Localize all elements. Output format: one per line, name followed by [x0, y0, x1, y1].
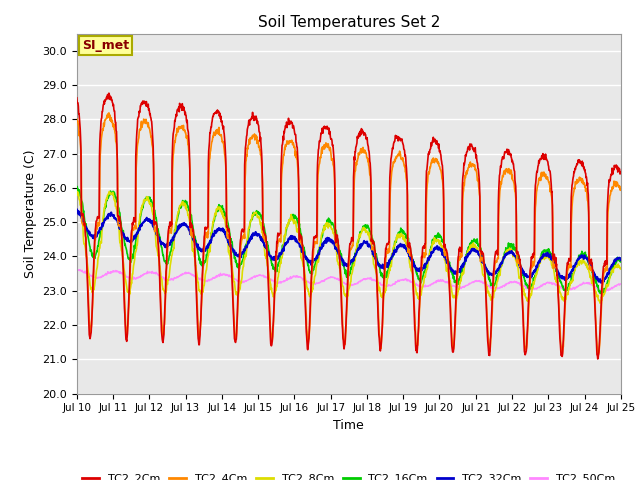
TC2_16Cm	[195, 250, 202, 256]
TC2_2Cm	[553, 261, 561, 267]
TC2_16Cm	[434, 233, 442, 239]
TC2_8Cm	[106, 189, 113, 194]
TC2_8Cm	[553, 278, 561, 284]
TC2_4Cm	[558, 353, 566, 359]
TC2_16Cm	[599, 293, 607, 299]
TC2_2Cm	[505, 147, 513, 153]
TC2_16Cm	[74, 184, 81, 190]
TC2_8Cm	[195, 279, 202, 285]
TC2_32Cm	[194, 241, 202, 247]
X-axis label: Time: Time	[333, 419, 364, 432]
TC2_2Cm	[195, 336, 202, 341]
TC2_8Cm	[434, 238, 442, 243]
TC2_4Cm	[617, 187, 625, 193]
TC2_8Cm	[596, 300, 604, 306]
Line: TC2_16Cm: TC2_16Cm	[77, 187, 621, 296]
TC2_16Cm	[553, 267, 561, 273]
TC2_50Cm	[617, 281, 625, 287]
TC2_50Cm	[195, 276, 202, 282]
TC2_2Cm	[255, 128, 263, 134]
TC2_32Cm	[617, 257, 625, 263]
TC2_4Cm	[505, 167, 513, 172]
TC2_2Cm	[594, 356, 602, 362]
TC2_4Cm	[181, 127, 189, 133]
TC2_50Cm	[181, 270, 189, 276]
TC2_16Cm	[255, 210, 263, 216]
TC2_2Cm	[181, 112, 189, 118]
TC2_32Cm	[180, 222, 188, 228]
TC2_32Cm	[504, 250, 512, 255]
TC2_50Cm	[73, 267, 81, 273]
TC2_32Cm	[552, 266, 560, 272]
Line: TC2_50Cm: TC2_50Cm	[77, 269, 621, 291]
TC2_16Cm	[617, 259, 625, 265]
TC2_4Cm	[434, 160, 442, 166]
TC2_32Cm	[597, 280, 605, 286]
Line: TC2_2Cm: TC2_2Cm	[77, 93, 621, 359]
TC2_50Cm	[602, 288, 609, 294]
TC2_2Cm	[105, 90, 113, 96]
TC2_8Cm	[181, 201, 189, 206]
Line: TC2_32Cm: TC2_32Cm	[77, 210, 621, 283]
TC2_2Cm	[73, 95, 81, 101]
TC2_50Cm	[434, 278, 442, 284]
Title: Soil Temperatures Set 2: Soil Temperatures Set 2	[258, 15, 440, 30]
TC2_32Cm	[255, 231, 262, 237]
TC2_16Cm	[505, 240, 513, 246]
Text: SI_met: SI_met	[83, 39, 129, 52]
TC2_4Cm	[105, 110, 113, 116]
Line: TC2_4Cm: TC2_4Cm	[77, 113, 621, 356]
TC2_16Cm	[181, 200, 189, 206]
TC2_8Cm	[505, 248, 513, 254]
TC2_4Cm	[553, 266, 561, 272]
TC2_8Cm	[73, 189, 81, 194]
TC2_32Cm	[433, 243, 441, 249]
TC2_2Cm	[617, 169, 625, 175]
TC2_50Cm	[505, 280, 513, 286]
TC2_50Cm	[74, 266, 81, 272]
TC2_4Cm	[73, 116, 81, 122]
TC2_8Cm	[617, 265, 625, 271]
TC2_16Cm	[73, 184, 81, 190]
Legend: TC2_2Cm, TC2_4Cm, TC2_8Cm, TC2_16Cm, TC2_32Cm, TC2_50Cm: TC2_2Cm, TC2_4Cm, TC2_8Cm, TC2_16Cm, TC2…	[78, 469, 620, 480]
TC2_8Cm	[255, 214, 263, 219]
TC2_4Cm	[195, 323, 202, 329]
TC2_50Cm	[255, 272, 263, 278]
Y-axis label: Soil Temperature (C): Soil Temperature (C)	[24, 149, 36, 278]
TC2_2Cm	[434, 141, 442, 146]
TC2_50Cm	[553, 282, 561, 288]
Line: TC2_8Cm: TC2_8Cm	[77, 192, 621, 303]
TC2_4Cm	[255, 144, 263, 149]
TC2_32Cm	[73, 207, 81, 213]
